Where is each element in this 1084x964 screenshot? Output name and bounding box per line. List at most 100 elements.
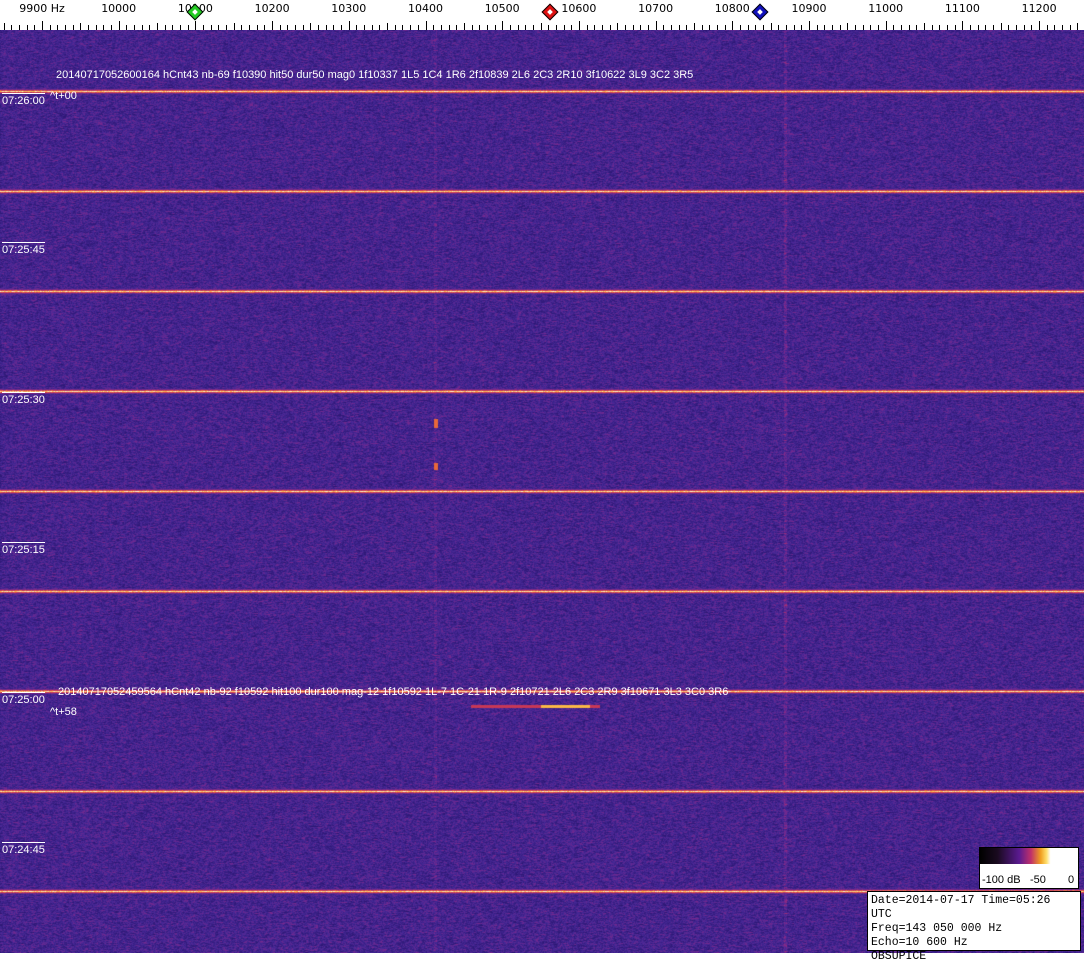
axis-tick <box>210 25 212 30</box>
axis-tick <box>509 25 511 30</box>
axis-tick <box>901 25 903 30</box>
axis-tick <box>555 25 557 30</box>
axis-tick <box>647 25 649 30</box>
axis-tick <box>993 25 995 30</box>
axis-tick <box>486 25 488 30</box>
frequency-label: 10500 <box>484 2 520 15</box>
axis-tick <box>970 25 972 30</box>
axis-tick <box>755 25 757 30</box>
axis-tick <box>34 25 36 30</box>
axis-tick <box>954 25 956 30</box>
axis-tick <box>1077 23 1079 30</box>
axis-tick <box>1031 25 1033 30</box>
scale-label-max: 0 <box>1068 874 1075 886</box>
axis-tick <box>785 25 787 30</box>
axis-tick <box>180 25 182 30</box>
time-label: 07:25:00 <box>2 692 45 706</box>
axis-tick <box>402 25 404 30</box>
axis-tick <box>870 25 872 30</box>
axis-tick <box>456 25 458 30</box>
axis-tick <box>241 25 243 30</box>
axis-tick <box>387 23 389 30</box>
waterfall-spectrogram <box>0 30 1084 953</box>
blue-marker[interactable] <box>751 3 769 21</box>
axis-tick <box>279 25 281 30</box>
axis-tick <box>655 21 657 30</box>
axis-tick <box>1046 25 1048 30</box>
axis-tick <box>95 25 97 30</box>
axis-tick <box>203 25 205 30</box>
axis-tick <box>586 25 588 30</box>
axis-tick <box>310 23 312 30</box>
frequency-label: 10400 <box>408 2 443 15</box>
axis-tick <box>371 25 373 30</box>
axis-tick <box>770 23 772 30</box>
scale-label-min: -100 dB <box>982 874 1021 886</box>
frequency-label: 10200 <box>254 2 290 15</box>
axis-tick <box>379 25 381 30</box>
axis-tick <box>72 25 74 30</box>
frequency-label: 10000 <box>101 2 137 15</box>
axis-tick <box>801 25 803 30</box>
axis-tick <box>525 25 527 30</box>
axis-tick <box>793 25 795 30</box>
axis-tick <box>862 25 864 30</box>
axis-tick <box>617 23 619 30</box>
axis-tick <box>417 25 419 30</box>
axis-tick <box>716 25 718 30</box>
info-echo: Echo=10 600 Hz <box>871 936 968 949</box>
frequency-label: 11100 <box>944 2 980 15</box>
axis-tick <box>747 25 749 30</box>
info-frequency: Freq=143 050 000 Hz <box>871 922 1003 935</box>
axis-tick <box>394 25 396 30</box>
axis-tick <box>80 23 82 30</box>
axis-tick <box>878 25 880 30</box>
axis-tick <box>479 25 481 30</box>
axis-tick <box>609 25 611 30</box>
axis-tick <box>57 25 59 30</box>
frequency-label: 11000 <box>868 2 904 15</box>
axis-tick <box>1000 23 1002 30</box>
axis-tick <box>670 25 672 30</box>
axis-tick <box>1016 25 1018 30</box>
axis-tick <box>893 25 895 30</box>
axis-tick <box>762 25 764 30</box>
axis-tick <box>272 21 274 30</box>
axis-tick <box>149 25 151 30</box>
axis-tick <box>440 25 442 30</box>
axis-tick <box>318 25 320 30</box>
axis-tick <box>226 25 228 30</box>
axis-tick <box>517 25 519 30</box>
axis-tick <box>855 25 857 30</box>
axis-tick <box>134 25 136 30</box>
axis-tick <box>295 25 297 30</box>
axis-tick <box>502 21 504 30</box>
axis-tick <box>624 25 626 30</box>
red-marker[interactable] <box>541 3 559 21</box>
axis-tick <box>118 21 120 30</box>
axis-tick <box>65 25 66 30</box>
axis-tick <box>1054 25 1056 30</box>
axis-tick <box>249 25 251 30</box>
axis-tick <box>924 23 926 30</box>
scale-label-mid: -50 <box>1030 874 1046 886</box>
detection-annotation-1: 20140717052600164 hCnt43 nb-69 f10390 hi… <box>56 69 694 81</box>
axis-tick <box>732 21 734 30</box>
axis-tick <box>847 23 849 30</box>
axis-tick <box>233 23 235 30</box>
axis-tick <box>356 25 358 30</box>
axis-tick <box>532 25 534 30</box>
axis-tick <box>701 25 703 30</box>
axis-tick <box>931 25 933 30</box>
time-label: 07:25:30 <box>2 392 45 406</box>
info-box: Date=2014-07-17 Time=05:26 UTC Freq=143 … <box>867 891 1081 963</box>
axis-tick <box>947 25 949 30</box>
frequency-axis: 9900 Hz100001010010200103001040010500106… <box>0 0 1084 30</box>
axis-tick <box>471 25 473 30</box>
frequency-label: 10300 <box>331 2 367 15</box>
axis-tick <box>1062 25 1064 30</box>
axis-tick <box>632 25 634 30</box>
axis-tick <box>594 25 596 30</box>
axis-tick <box>364 25 366 30</box>
time-label: 07:26:00 <box>2 93 45 107</box>
